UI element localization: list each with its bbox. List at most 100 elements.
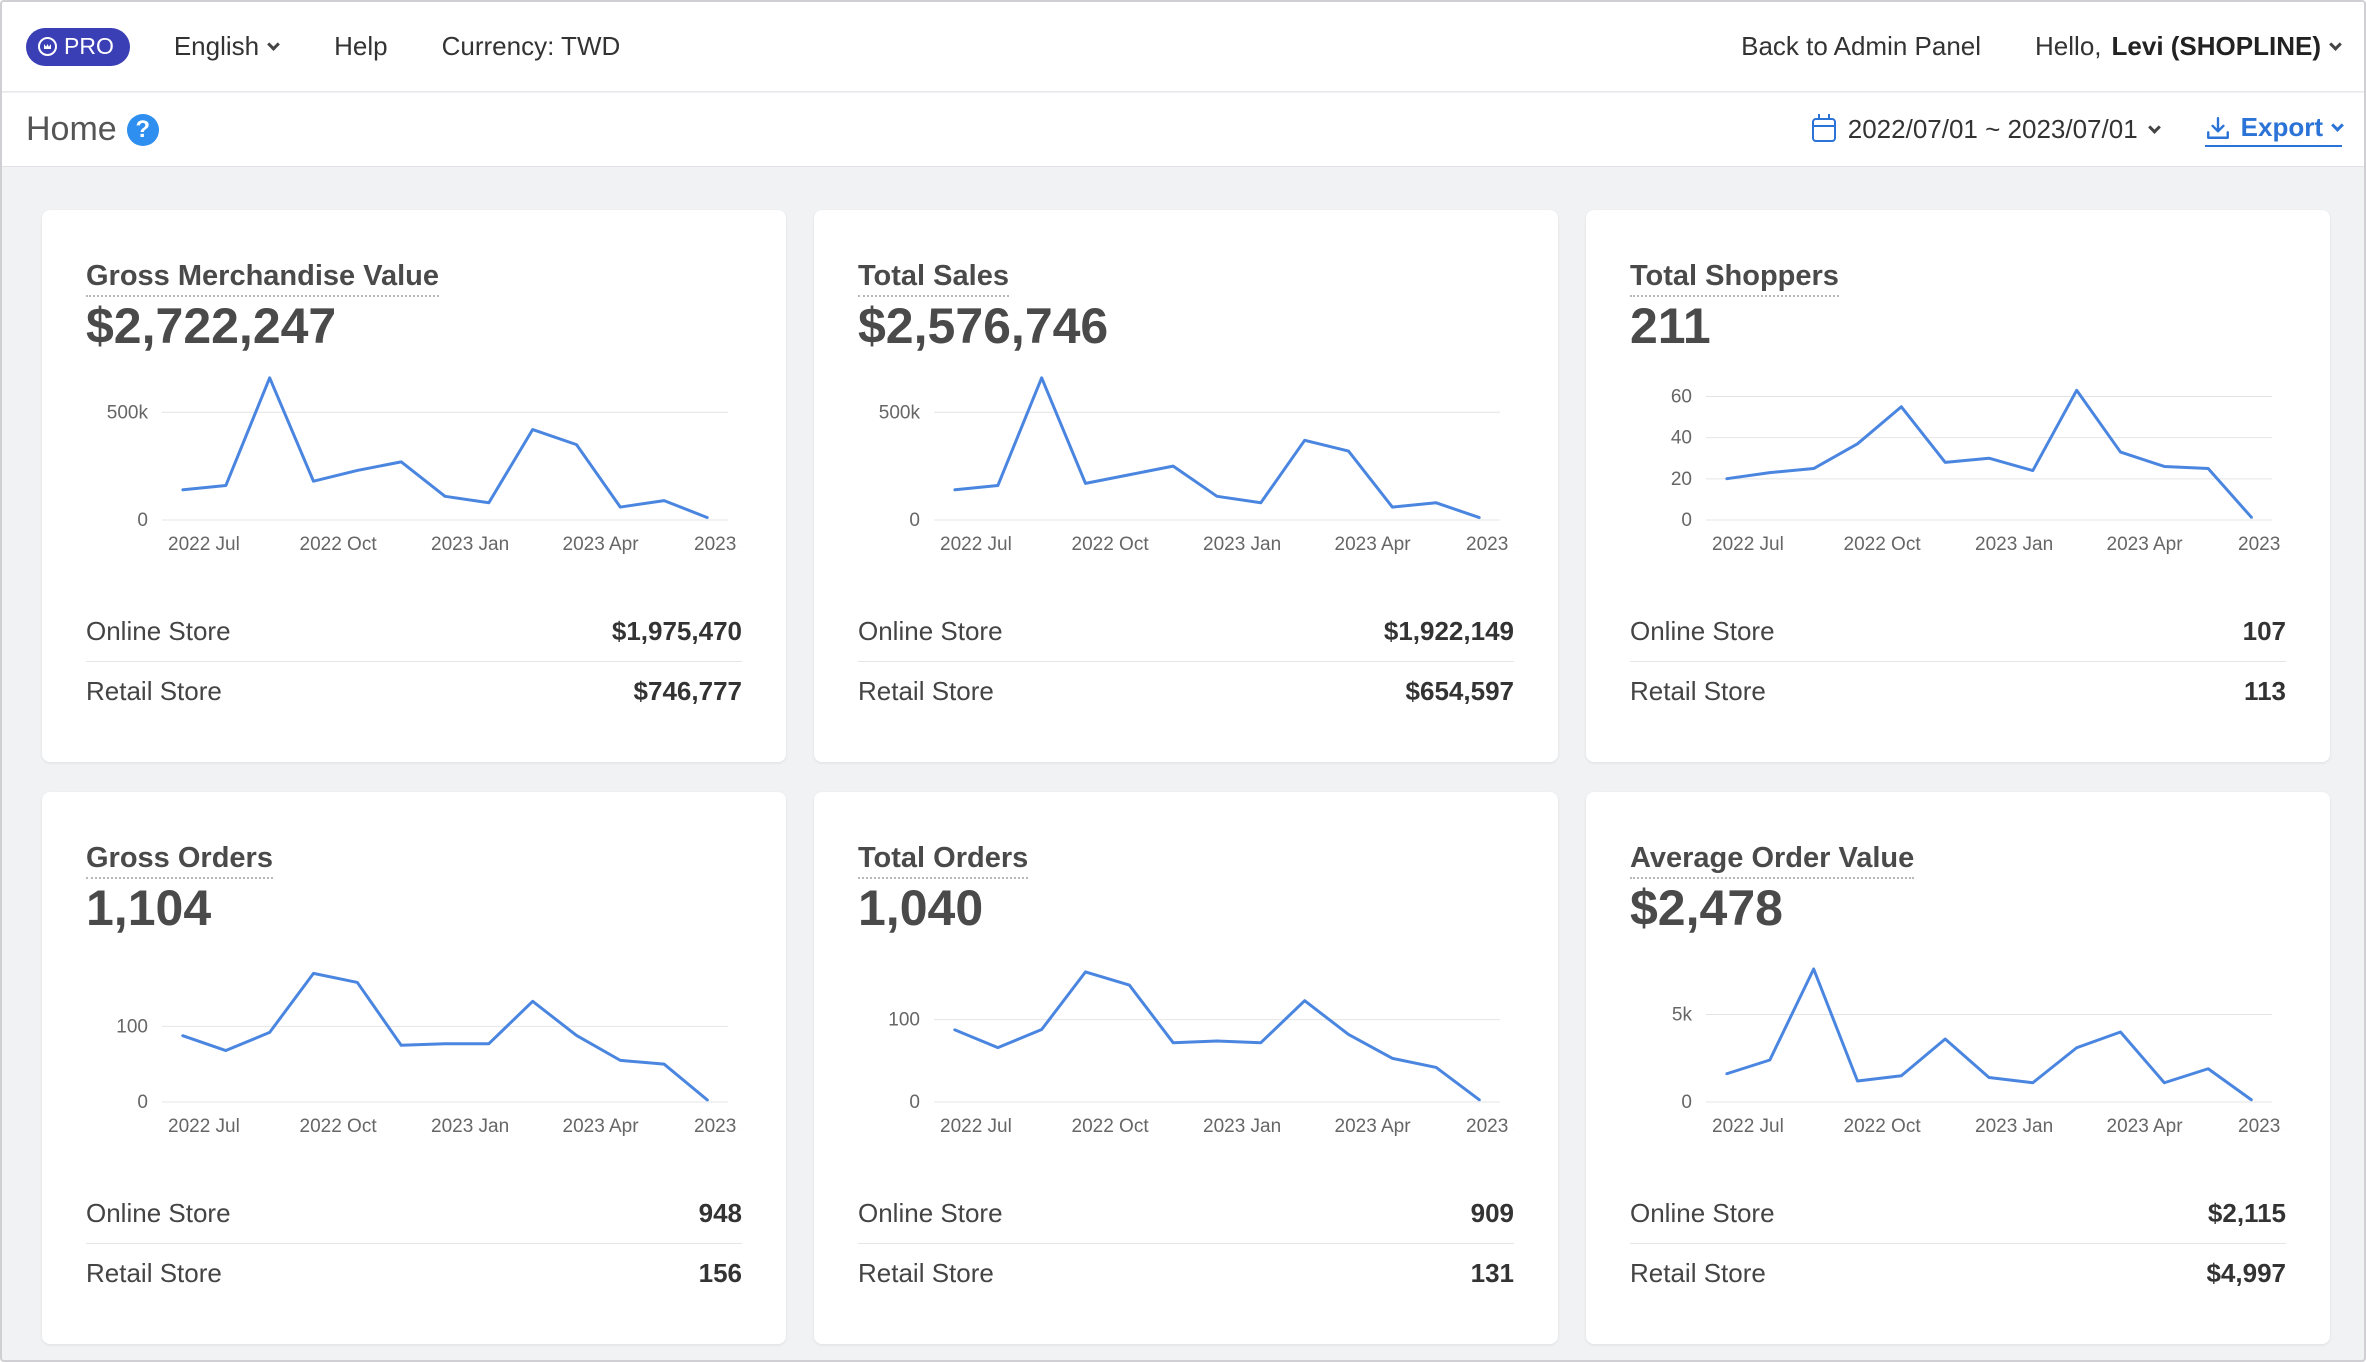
data-point xyxy=(1303,999,1306,1002)
metric-title[interactable]: Total Orders xyxy=(858,842,1029,879)
x-tick-label: 2023 Ju xyxy=(2238,534,2286,555)
data-point xyxy=(268,1031,271,1034)
data-point xyxy=(2163,1081,2166,1084)
data-point xyxy=(707,1099,709,1102)
x-tick-label: 2022 Oct xyxy=(1072,534,1150,555)
x-tick-label: 2023 Apr xyxy=(1335,534,1412,555)
data-point xyxy=(707,517,709,519)
breakdown-row-online: Online Store 909 xyxy=(858,1184,1514,1243)
metric-title[interactable]: Gross Merchandise Value xyxy=(86,260,439,297)
help-label: Help xyxy=(334,31,388,61)
breakdown-value: 948 xyxy=(698,1198,742,1228)
breakdown-label: Online Store xyxy=(858,616,1003,646)
breakdown-value: 113 xyxy=(2244,675,2286,706)
metric-card: Total Shoppers 211 0 20 40 60 2022 Jul 2022 O… xyxy=(1586,210,2330,762)
data-point xyxy=(356,469,359,472)
data-point xyxy=(1260,1041,1262,1044)
breakdown-row-retail: Retail Store $654,597 xyxy=(858,661,1514,720)
data-point xyxy=(2207,467,2209,470)
date-range-picker[interactable]: 2022/07/01 ~ 2023/07/01 xyxy=(1811,113,2161,145)
metric-title[interactable]: Total Shoppers xyxy=(1630,260,1839,297)
metric-card: Total Sales $2,576,746 0 500k 2022 Jul 2022… xyxy=(814,210,1558,762)
metric-card: Gross Merchandise Value $2,722,247 0 500k… xyxy=(42,210,786,762)
x-tick-label: 2022 Jul xyxy=(168,534,240,555)
breakdown-label: Retail Store xyxy=(86,675,222,706)
pro-badge[interactable]: PRO xyxy=(26,27,130,66)
x-tick-label: 2022 Jul xyxy=(168,1116,240,1137)
metric-value: $2,478 xyxy=(1630,880,1783,936)
data-point xyxy=(1260,501,1262,504)
hello-label: Hello, xyxy=(2035,31,2102,61)
metrics-grid: Gross Merchandise Value $2,722,247 0 500k… xyxy=(42,210,2332,1344)
help-circle-icon[interactable]: ? xyxy=(126,113,159,146)
series-line xyxy=(953,970,1481,1102)
breakdown-label: Online Store xyxy=(86,616,231,646)
trend-line-chart: 0 100 2022 Jul 2022 Oct 2023 Jan 2023 Apr 2023… xyxy=(116,971,742,1137)
store-breakdown: Online Store 107 Retail Store 113 xyxy=(1630,602,2286,720)
y-tick-label: 500k xyxy=(879,402,921,423)
breakdown-value: $746,777 xyxy=(633,675,742,706)
data-point xyxy=(1988,457,1990,460)
data-point xyxy=(1347,1033,1350,1036)
x-tick-label: 2023 Jan xyxy=(1203,1116,1281,1137)
x-tick-label: 2023 Jan xyxy=(431,1116,509,1137)
breakdown-row-retail: Retail Store 113 xyxy=(1630,661,2286,720)
x-tick-label: 2023 Jan xyxy=(431,534,509,555)
metric-title[interactable]: Average Order Value xyxy=(1630,842,1915,879)
export-label: Export xyxy=(2240,112,2323,142)
language-selector[interactable]: English xyxy=(174,31,280,62)
chevron-down-icon xyxy=(2331,118,2344,132)
series-line xyxy=(1725,388,2254,519)
metric-card: Total Orders 1,040 0 100 2022 Jul 2022 Oct 2… xyxy=(814,792,1558,1344)
data-point xyxy=(1347,450,1350,452)
trend-line-chart: 0 100 2022 Jul 2022 Oct 2023 Jan 2023 Apr 2023… xyxy=(888,970,1514,1137)
data-point xyxy=(1769,471,1771,474)
x-tick-label: 2023 Ju xyxy=(694,534,742,555)
store-breakdown: Online Store $2,115 Retail Store $4,997 xyxy=(1630,1184,2286,1302)
data-point xyxy=(2163,465,2166,468)
data-point xyxy=(1725,478,1727,480)
data-point xyxy=(1084,971,1087,973)
data-point xyxy=(531,428,534,431)
data-point xyxy=(1084,482,1087,485)
data-point xyxy=(1856,1080,1859,1082)
data-point xyxy=(488,501,490,504)
breakdown-label: Online Store xyxy=(1630,1198,1775,1228)
metric-title[interactable]: Gross Orders xyxy=(86,842,273,879)
store-breakdown: Online Store $1,922,149 Retail Store $65… xyxy=(858,602,1514,720)
data-point xyxy=(312,972,315,975)
data-point xyxy=(1172,1041,1174,1044)
y-tick-label: 0 xyxy=(909,1092,920,1113)
crown-icon xyxy=(38,37,57,56)
pro-label: PRO xyxy=(64,33,114,59)
user-menu[interactable]: Hello, Levi (SHOPLINE) xyxy=(2035,31,2342,62)
page-header: Home ? 2022/07/01 ~ 2023/07/01 Export xyxy=(2,93,2364,167)
data-point xyxy=(1128,984,1131,986)
metric-title[interactable]: Total Sales xyxy=(858,260,1009,297)
currency-label: Currency: TWD xyxy=(442,31,621,62)
data-point xyxy=(1303,439,1306,442)
trend-line-chart: 0 20 40 60 2022 Jul 2022 Oct 2023 Jan 2023 Apr 2… xyxy=(1671,386,2286,555)
data-point xyxy=(1391,1057,1394,1060)
data-point xyxy=(181,489,183,491)
data-point xyxy=(1216,495,1218,498)
breakdown-value: $1,975,470 xyxy=(611,616,742,646)
x-tick-label: 2022 Jul xyxy=(1712,1116,1784,1137)
x-tick-label: 2022 Oct xyxy=(1844,1116,1922,1137)
y-tick-label: 0 xyxy=(137,1092,148,1113)
back-to-admin-link[interactable]: Back to Admin Panel xyxy=(1741,31,1981,62)
y-tick-label: 20 xyxy=(1671,469,1692,490)
data-point xyxy=(663,1063,665,1065)
export-button[interactable]: Export xyxy=(2204,112,2344,147)
data-point xyxy=(2119,451,2122,453)
help-link[interactable]: Help xyxy=(334,31,387,62)
breakdown-value: 107 xyxy=(2242,616,2286,646)
chevron-down-icon xyxy=(2147,120,2161,134)
x-tick-label: 2023 Jan xyxy=(1975,534,2053,555)
x-tick-label: 2023 Apr xyxy=(563,1116,640,1137)
y-tick-label: 500k xyxy=(107,402,149,423)
data-point xyxy=(1435,501,1437,504)
trend-line-chart: 0 500k 2022 Jul 2022 Oct 2023 Jan 2023 Apr 202… xyxy=(879,376,1514,555)
x-tick-label: 2023 Apr xyxy=(563,534,640,555)
